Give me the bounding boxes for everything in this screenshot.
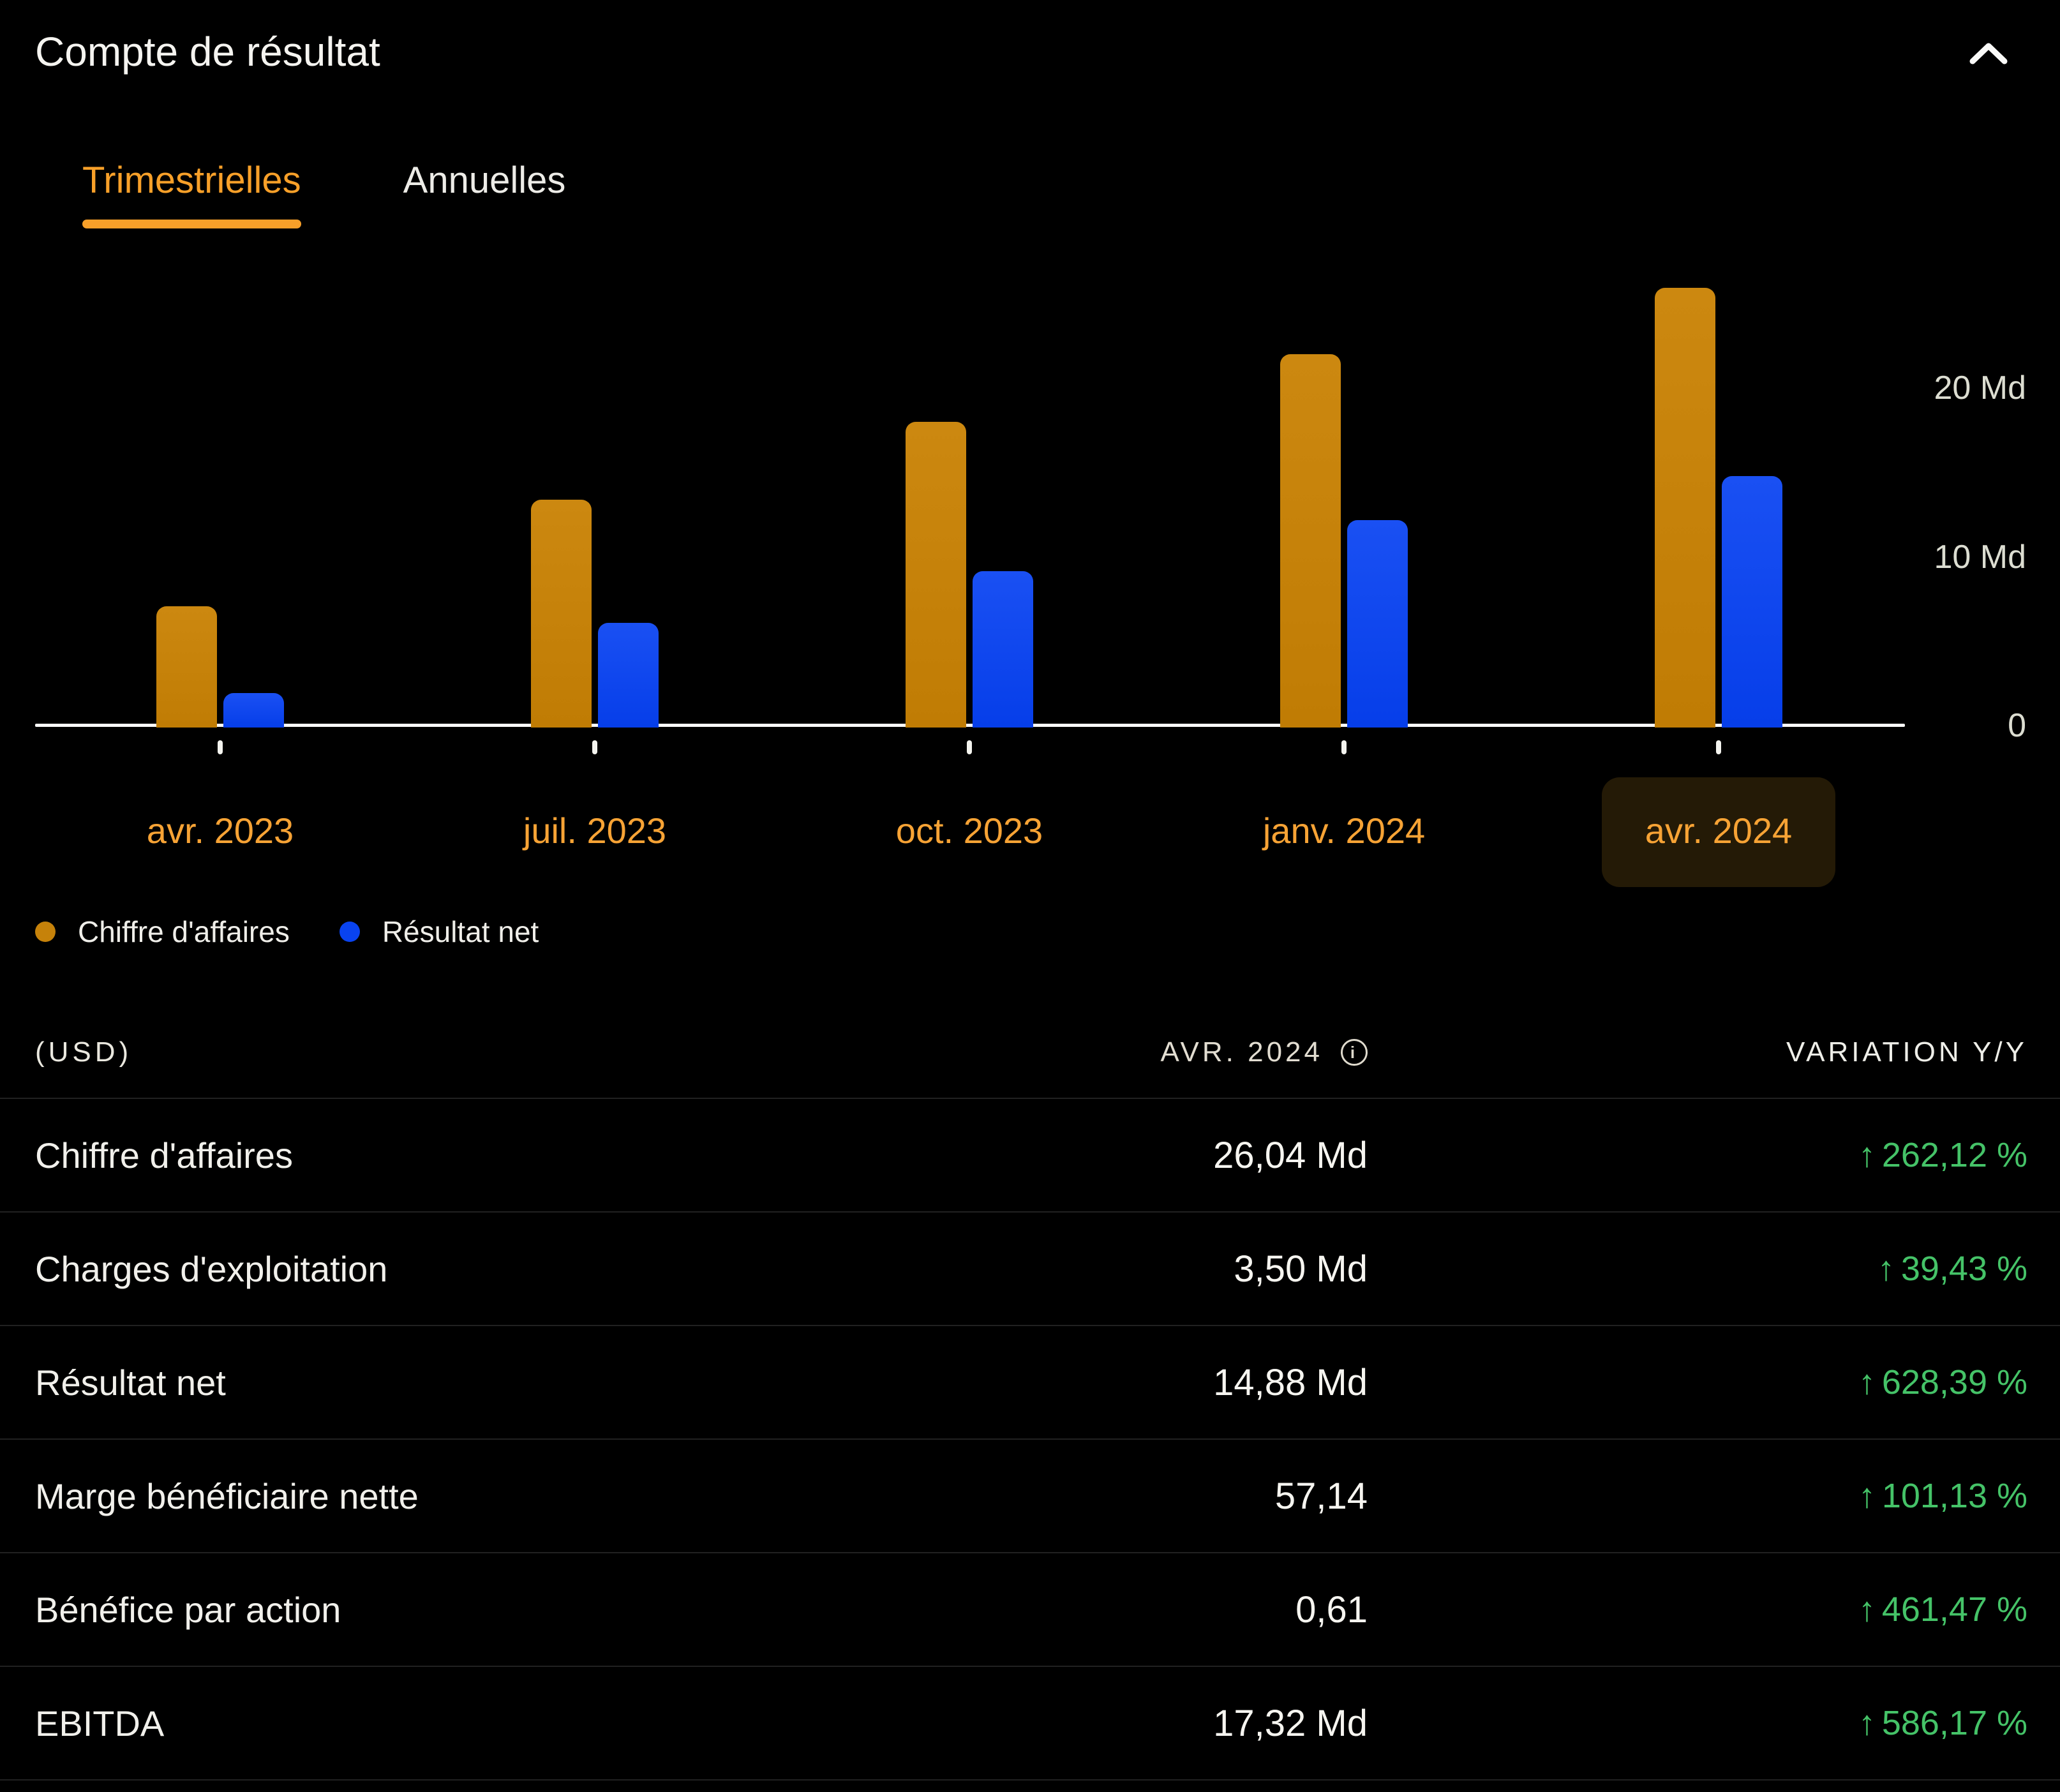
table-row: Marge bénéficiaire nette 57,14 ↑ 101,13 % xyxy=(0,1440,2060,1553)
legend-item: Résultat net xyxy=(339,915,539,948)
net-income-bar[interactable] xyxy=(223,693,284,728)
legend-dot-icon xyxy=(339,922,360,942)
tab-annual-label: Annuelles xyxy=(403,160,566,201)
legend-label: Résultat net xyxy=(382,915,539,948)
income-bar-chart: Chiffre d'affaires Résultat net 20 Md 10 M… xyxy=(0,268,2060,957)
up-arrow-icon: ↑ xyxy=(1858,1363,1876,1401)
variation-value: 586,17 % xyxy=(1881,1704,2027,1742)
table-row: Chiffre d'affaires 26,04 Md ↑ 262,12 % xyxy=(0,1099,2060,1213)
variation-value: 101,13 % xyxy=(1881,1477,2027,1515)
row-label: Bénéfice par action xyxy=(35,1589,341,1630)
row-value: 26,04 Md xyxy=(1213,1134,1368,1176)
up-arrow-icon: ↑ xyxy=(1877,1250,1895,1288)
net-income-bar[interactable] xyxy=(1347,520,1408,728)
x-axis-tick xyxy=(218,740,223,754)
info-icon[interactable]: i xyxy=(1341,1039,1368,1066)
x-axis-category-label[interactable]: avr. 2024 xyxy=(1645,810,1793,851)
y-axis-tick-label: 0 xyxy=(2008,707,2026,744)
table-row: Bénéfice par action 0,61 ↑ 461,47 % xyxy=(0,1553,2060,1667)
variation-value: 39,43 % xyxy=(1900,1250,2027,1288)
row-variation: ↑ 628,39 % xyxy=(1368,1363,2027,1402)
period-column-header: AVR. 2024 i xyxy=(1010,1036,1368,1068)
row-label: Marge bénéficiaire nette xyxy=(35,1475,419,1516)
page-title: Compte de résultat xyxy=(35,29,380,75)
row-label: Charges d'exploitation xyxy=(35,1248,388,1289)
x-axis-line xyxy=(35,724,1905,727)
net-income-bar[interactable] xyxy=(973,571,1033,728)
row-variation: ↑ 39,43 % xyxy=(1368,1249,2027,1288)
table-body: Chiffre d'affaires 26,04 Md ↑ 262,12 % Charg… xyxy=(0,1099,2060,1781)
up-arrow-icon: ↑ xyxy=(1858,1477,1876,1515)
x-axis-tick xyxy=(1341,740,1347,754)
revenue-bar[interactable] xyxy=(156,606,217,728)
row-variation: ↑ 586,17 % xyxy=(1368,1703,2027,1743)
row-label: Chiffre d'affaires xyxy=(35,1135,293,1176)
chart-legend: Chiffre d'affaires Résultat net xyxy=(35,911,539,952)
row-label: EBITDA xyxy=(35,1703,165,1743)
y-axis-tick-label: 20 Md xyxy=(1934,370,2026,407)
financials-table: (USD) AVR. 2024 i VARIATION Y/Y Chiffre … xyxy=(0,957,2060,1781)
row-value: 3,50 Md xyxy=(1234,1248,1368,1290)
x-axis-category-label[interactable]: juil. 2023 xyxy=(523,810,667,851)
x-axis-category-label[interactable]: oct. 2023 xyxy=(895,810,1043,851)
panel-header: Compte de résultat xyxy=(0,0,2060,96)
row-variation: ↑ 262,12 % xyxy=(1368,1135,2027,1175)
up-arrow-icon: ↑ xyxy=(1858,1704,1876,1742)
tab-quarterly-label: Trimestrielles xyxy=(82,160,301,201)
variation-column-header: VARIATION Y/Y xyxy=(1786,1036,2027,1068)
legend-dot-icon xyxy=(35,922,56,942)
selected-period-pill xyxy=(1602,777,1835,887)
up-arrow-icon: ↑ xyxy=(1858,1136,1876,1174)
row-value: 17,32 Md xyxy=(1213,1702,1368,1744)
revenue-bar[interactable] xyxy=(906,422,966,728)
row-label: Résultat net xyxy=(35,1362,226,1403)
table-row: Charges d'exploitation 3,50 Md ↑ 39,43 % xyxy=(0,1213,2060,1326)
revenue-bar[interactable] xyxy=(1280,354,1341,728)
table-row: Résultat net 14,88 Md ↑ 628,39 % xyxy=(0,1326,2060,1440)
period-tabs: Trimestrielles Annuelles xyxy=(82,161,565,228)
row-value: 14,88 Md xyxy=(1213,1361,1368,1403)
net-income-bar[interactable] xyxy=(1722,476,1782,728)
x-axis-category-label[interactable]: avr. 2023 xyxy=(146,810,294,851)
variation-value: 628,39 % xyxy=(1881,1363,2027,1401)
revenue-bar[interactable] xyxy=(531,500,592,728)
variation-value: 461,47 % xyxy=(1881,1590,2027,1629)
legend-item: Chiffre d'affaires xyxy=(35,915,290,948)
legend-label: Chiffre d'affaires xyxy=(78,915,290,948)
net-income-bar[interactable] xyxy=(598,623,659,728)
active-tab-underline xyxy=(82,220,301,228)
up-arrow-icon: ↑ xyxy=(1858,1590,1876,1629)
x-axis-tick xyxy=(967,740,972,754)
chevron-up-icon xyxy=(1967,40,2010,70)
row-value: 57,14 xyxy=(1274,1475,1368,1517)
currency-note: (USD) xyxy=(35,1036,133,1068)
row-variation: ↑ 101,13 % xyxy=(1368,1476,2027,1516)
x-axis-tick xyxy=(592,740,597,754)
x-axis-tick xyxy=(1716,740,1721,754)
revenue-bar[interactable] xyxy=(1655,288,1715,728)
table-row: EBITDA 17,32 Md ↑ 586,17 % xyxy=(0,1667,2060,1781)
variation-value: 262,12 % xyxy=(1881,1136,2027,1174)
row-value: 0,61 xyxy=(1295,1588,1368,1631)
tab-quarterly[interactable]: Trimestrielles xyxy=(82,161,301,228)
x-axis-category-label[interactable]: janv. 2024 xyxy=(1262,810,1426,851)
collapse-section-button[interactable] xyxy=(1957,26,2020,83)
period-header-label: AVR. 2024 xyxy=(1160,1036,1323,1068)
row-variation: ↑ 461,47 % xyxy=(1368,1590,2027,1629)
tab-annual[interactable]: Annuelles xyxy=(403,161,566,228)
y-axis-tick-label: 10 Md xyxy=(1934,538,2026,576)
table-header-row: (USD) AVR. 2024 i VARIATION Y/Y xyxy=(0,957,2060,1099)
